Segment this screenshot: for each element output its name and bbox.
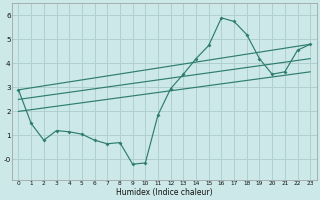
X-axis label: Humidex (Indice chaleur): Humidex (Indice chaleur) bbox=[116, 188, 212, 197]
